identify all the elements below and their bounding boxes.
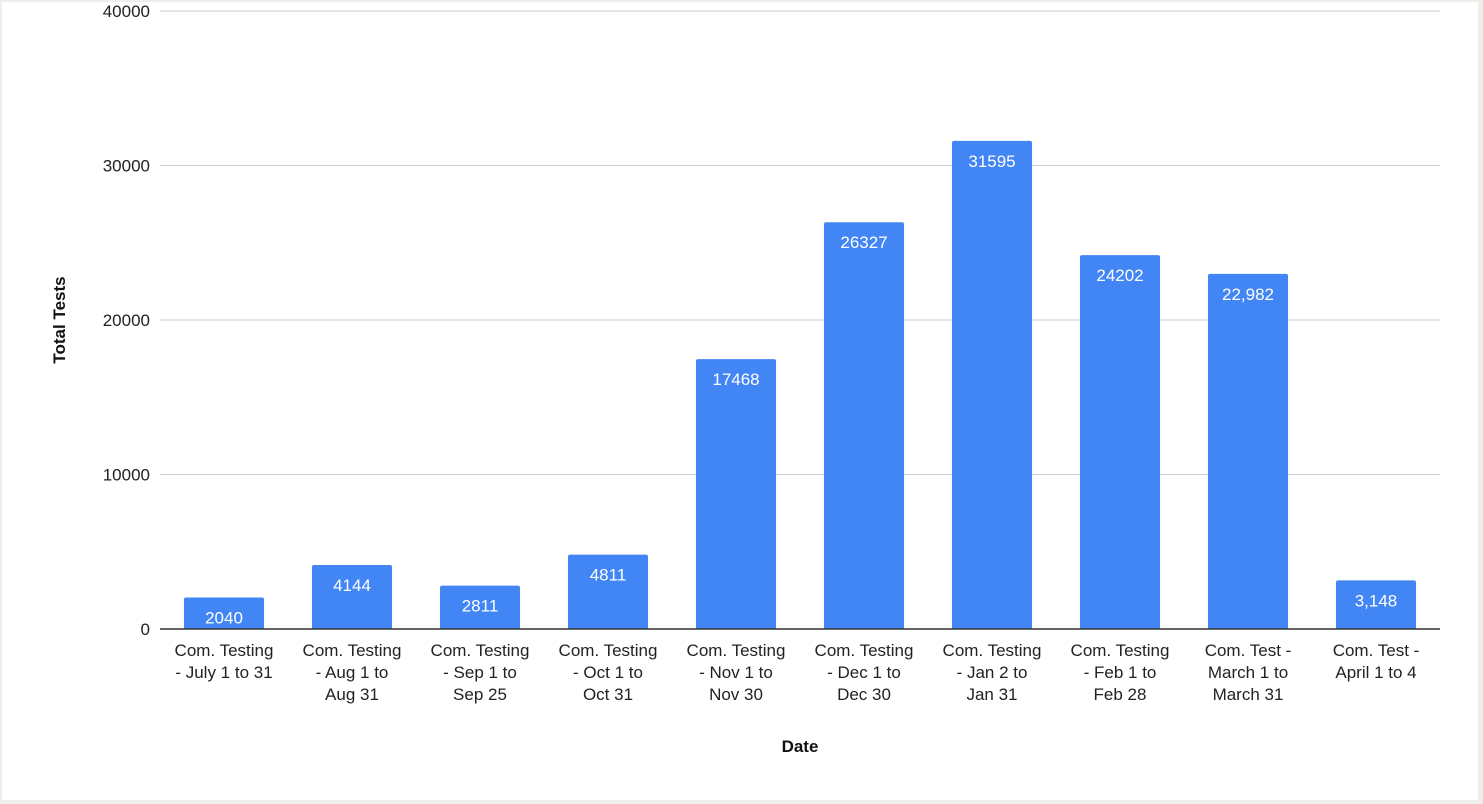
bar xyxy=(440,585,520,629)
y-axis-title: Total Tests xyxy=(50,276,69,363)
x-category-label: Com. Testing - Jan 2 to Jan 31 xyxy=(943,641,1042,704)
x-axis-categories: Com. Testing - July 1 to 31 Com. Testing - … xyxy=(175,641,1420,704)
data-label: 4144 xyxy=(333,576,371,595)
bar xyxy=(1208,273,1288,629)
x-category-label: Com. Testing - July 1 to 31 xyxy=(175,641,274,682)
y-axis-ticks: 0 10000 20000 30000 40000 xyxy=(103,2,150,639)
data-label: 31595 xyxy=(968,152,1015,171)
x-axis-title: Date xyxy=(782,737,819,756)
bar xyxy=(312,564,392,629)
data-label: 24202 xyxy=(1096,266,1143,285)
x-category-label: Com. Testing - Oct 1 to Oct 31 xyxy=(559,641,658,704)
bar xyxy=(952,140,1032,630)
bar xyxy=(568,554,648,629)
y-tick-label: 40000 xyxy=(103,2,150,21)
data-label: 4811 xyxy=(590,566,627,585)
data-label: 2811 xyxy=(462,597,499,616)
x-category-label: Com. Testing - Dec 1 to Dec 30 xyxy=(815,641,914,704)
data-label: 17468 xyxy=(712,370,759,389)
bar xyxy=(1080,255,1160,629)
data-label: 3,148 xyxy=(1355,591,1398,610)
bar xyxy=(1336,580,1416,629)
x-category-label: Com. Testing - Sep 1 to Sep 25 xyxy=(431,641,530,704)
x-category-label: Com. Testing - Feb 1 to Feb 28 xyxy=(1071,641,1170,704)
bars xyxy=(184,140,1416,630)
x-category-label: Com. Test -April 1 to 4 xyxy=(1333,641,1420,682)
bar xyxy=(696,359,776,629)
data-label: 26327 xyxy=(840,233,887,252)
bar xyxy=(824,222,904,629)
y-tick-label: 0 xyxy=(141,620,150,639)
bar xyxy=(184,597,264,629)
y-tick-label: 30000 xyxy=(103,157,150,176)
x-category-label: Com. Test -March 1 to March 31 xyxy=(1205,641,1292,704)
x-category-label: Com. Testing - Aug 1 to Aug 31 xyxy=(303,641,402,704)
data-label: 2040 xyxy=(205,608,243,627)
y-tick-label: 20000 xyxy=(103,311,150,330)
y-tick-label: 10000 xyxy=(103,466,150,485)
x-category-label: Com. Testing - Nov 1 to Nov 30 xyxy=(687,641,786,704)
data-label: 22,982 xyxy=(1222,285,1274,304)
data-labels: 2040 4144 2811 4811 17468 26327 31595 24202 22,9… xyxy=(205,152,1397,628)
